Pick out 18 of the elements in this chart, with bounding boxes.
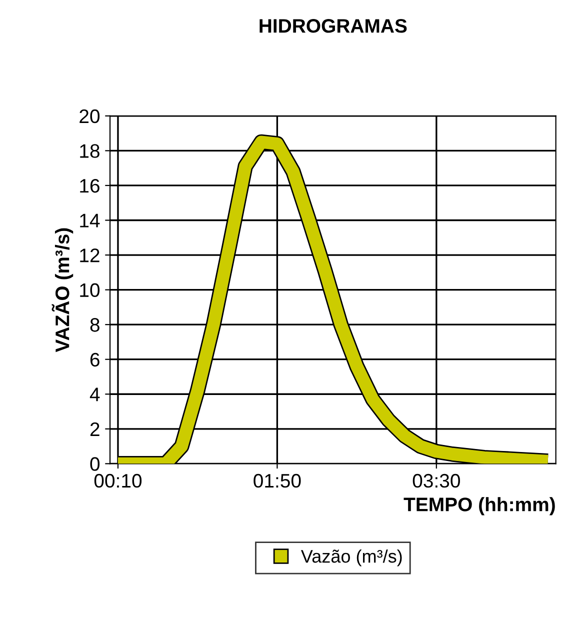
x-axis-title: TEMPO (hh:mm) xyxy=(404,497,555,516)
y-tick-label: 20 xyxy=(80,109,100,124)
y-tick-label: 12 xyxy=(80,248,100,262)
chart-title: HIDROGRAMAS xyxy=(260,19,407,33)
legend-label: Vazão (m³/s) xyxy=(300,549,402,566)
y-tick-label: 8 xyxy=(90,318,100,332)
y-tick-label: 18 xyxy=(80,144,100,158)
x-tick-label: 01:50 xyxy=(254,474,301,488)
y-tick-label: 0 xyxy=(90,457,100,471)
y-axis-title: VAZÃO (m³/s) xyxy=(52,228,74,352)
y-tick-label: 4 xyxy=(90,388,100,402)
y-tick-label: 14 xyxy=(80,214,100,228)
y-tick-label: 6 xyxy=(90,352,100,367)
x-tick-label: 03:30 xyxy=(412,474,460,488)
y-tick-label: 2 xyxy=(90,422,100,436)
y-tick-label: 16 xyxy=(80,178,100,193)
y-tick-label: 10 xyxy=(80,283,100,298)
x-tick-label: 00:10 xyxy=(94,474,142,488)
